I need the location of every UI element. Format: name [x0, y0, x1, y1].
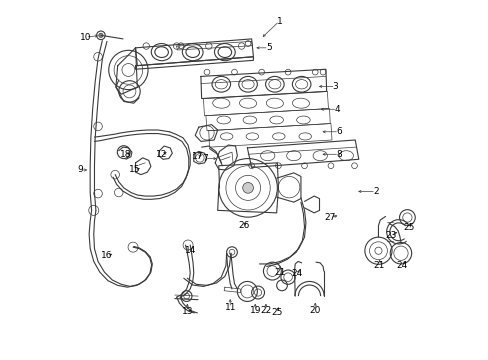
Text: 9: 9: [77, 166, 83, 175]
Text: 18: 18: [120, 150, 131, 159]
Text: 11: 11: [224, 303, 236, 312]
Text: 27: 27: [324, 213, 335, 222]
Text: 5: 5: [265, 43, 271, 52]
Text: 7: 7: [202, 154, 208, 163]
Text: 13: 13: [181, 307, 193, 316]
Text: 14: 14: [184, 246, 196, 255]
Text: 24: 24: [291, 269, 303, 278]
Text: 8: 8: [336, 150, 341, 159]
Text: 24: 24: [395, 261, 407, 270]
Text: 19: 19: [249, 306, 261, 315]
Text: 3: 3: [332, 82, 338, 91]
Text: 23: 23: [385, 231, 396, 240]
Text: 12: 12: [156, 150, 167, 159]
Text: 10: 10: [80, 33, 91, 42]
Text: 1: 1: [276, 17, 282, 26]
Circle shape: [99, 33, 103, 37]
Text: 17: 17: [191, 152, 203, 161]
Circle shape: [242, 183, 253, 193]
Text: 2: 2: [372, 187, 378, 196]
Text: 26: 26: [238, 221, 249, 230]
Text: 21: 21: [274, 268, 285, 277]
Text: 6: 6: [336, 127, 341, 136]
Text: 22: 22: [260, 306, 271, 315]
Text: 25: 25: [270, 309, 282, 318]
Text: 25: 25: [402, 222, 414, 231]
Text: 4: 4: [334, 105, 340, 114]
Text: 20: 20: [309, 306, 320, 315]
Text: 21: 21: [373, 261, 385, 270]
Text: 15: 15: [128, 166, 140, 175]
Text: 16: 16: [101, 251, 113, 260]
